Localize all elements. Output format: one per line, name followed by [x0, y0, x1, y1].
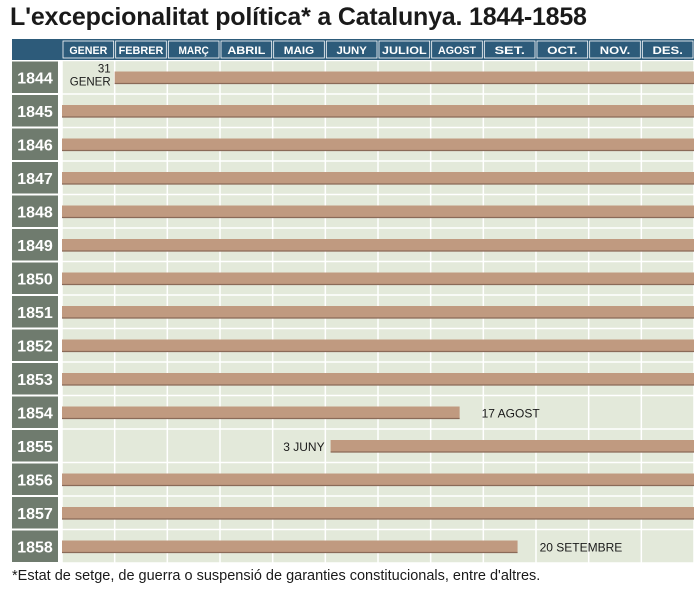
month-header-cell	[536, 40, 589, 59]
duration-bar	[62, 272, 694, 285]
year-label-box	[12, 363, 58, 395]
year-label: 1856	[17, 472, 53, 489]
duration-bar	[62, 105, 694, 117]
year-label: 1846	[17, 137, 53, 154]
chart-title: L'excepcionalitat política* a Catalunya.…	[10, 3, 587, 31]
month-header-cell	[641, 40, 694, 59]
month-label: JUNY	[336, 45, 367, 57]
month-label: DES.	[652, 45, 682, 57]
year-label-box	[12, 61, 58, 93]
bar-start-annotation: 3 JUNY	[283, 440, 324, 454]
duration-bar	[62, 138, 694, 151]
year-label: 1847	[17, 171, 53, 188]
month-header-cell	[589, 40, 641, 59]
bar-start-annotation: 31 GENER	[70, 64, 111, 89]
month-header-cell	[167, 40, 220, 59]
year-label: 1850	[17, 271, 53, 288]
year-label: 1845	[17, 104, 53, 121]
bar-start-annotation-line: GENER	[70, 77, 111, 89]
month-header-cell	[62, 40, 115, 59]
year-label: 1853	[17, 372, 53, 389]
bar-end-annotation: 20 SETEMBRE	[540, 541, 623, 555]
duration-bar	[62, 205, 694, 218]
grid-cell	[536, 530, 588, 563]
year-label: 1851	[17, 305, 53, 322]
duration-bar	[62, 306, 694, 318]
month-header-cell	[431, 40, 483, 59]
timeline-chart: GENER FEBRER MARÇ ABRIL MAIG JUNY JULIOL AGOST S…	[12, 39, 694, 563]
year-label-box	[12, 530, 58, 562]
year-label: 1854	[17, 405, 53, 422]
year-label: 1844	[17, 70, 53, 87]
year-label-box	[12, 229, 58, 261]
duration-bar	[62, 540, 518, 553]
year-label-box	[12, 296, 58, 328]
duration-bar	[330, 440, 694, 452]
year-label: 1849	[17, 238, 53, 255]
year-label: 1848	[17, 204, 53, 221]
month-label: ABRIL	[227, 45, 265, 57]
bar-start-annotation-line: 31	[98, 64, 111, 76]
year-label: 1855	[17, 439, 53, 456]
grid-cell	[115, 429, 167, 462]
duration-bar	[62, 373, 694, 385]
year-label-box	[12, 195, 58, 227]
month-header-cell	[378, 40, 431, 59]
grid-cell	[62, 61, 114, 94]
footnote: *Estat de setge, de guerra o suspensió d…	[12, 568, 541, 584]
month-header-cell	[220, 40, 273, 59]
duration-bar	[62, 339, 694, 352]
year-label-box	[12, 162, 58, 194]
grid-cell	[273, 429, 325, 462]
grid-cell	[642, 530, 694, 563]
grid-cell	[536, 396, 588, 429]
year-label-box	[12, 128, 58, 160]
month-header-cell	[483, 40, 536, 59]
year-label: 1858	[17, 539, 53, 556]
year-label-box	[12, 396, 58, 428]
grid-cell	[484, 396, 536, 429]
grid-cell	[62, 429, 114, 462]
month-header-cell	[115, 40, 167, 59]
month-label: SET.	[494, 45, 524, 57]
month-label: OCT.	[547, 45, 577, 57]
year-label-box	[12, 262, 58, 294]
year-label-box	[12, 430, 58, 462]
month-label: MARÇ	[178, 45, 208, 57]
grid-cell	[589, 530, 641, 563]
year-label: 1857	[17, 506, 53, 523]
duration-bar	[62, 239, 694, 251]
year-label-box	[12, 463, 58, 495]
month-label: GENER	[69, 45, 107, 57]
duration-bar	[62, 406, 460, 419]
month-label: AGOST	[438, 45, 476, 57]
month-header-cell	[273, 40, 325, 59]
grid-cell	[220, 429, 272, 462]
duration-bar	[62, 473, 694, 486]
year-label-box	[12, 329, 58, 361]
bar-end-annotation: 17 AGOST	[482, 407, 541, 421]
month-header-cell	[325, 40, 378, 59]
month-label: MAIG	[284, 45, 314, 57]
year-label-box	[12, 497, 58, 529]
grid-cell	[168, 429, 220, 462]
year-label: 1852	[17, 338, 53, 355]
grid-cell	[642, 396, 694, 429]
month-label: JULIOL	[382, 45, 427, 57]
month-label: FEBRER	[119, 45, 164, 57]
duration-bar	[114, 71, 694, 84]
year-label-box	[12, 95, 58, 127]
duration-bar	[62, 507, 694, 519]
month-label: NOV.	[600, 45, 630, 57]
grid-cell	[589, 396, 641, 429]
duration-bar	[62, 172, 694, 184]
